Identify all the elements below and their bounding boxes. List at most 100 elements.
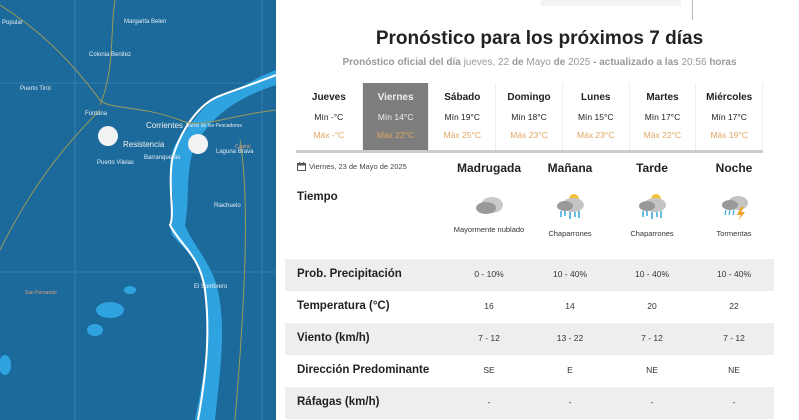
row-value: - (487, 397, 491, 407)
map-label: Laguna Brava (216, 149, 254, 155)
day-max: Máx 22°C (643, 130, 682, 140)
selected-date: Viernes, 23 de Mayo de 2025 (297, 162, 407, 171)
row-value: 22 (729, 301, 739, 311)
period-madrugada: Madrugada (456, 161, 521, 175)
day-tab-1[interactable]: Viernes Mín 14°C Máx 22°C (362, 83, 430, 150)
map-label: Barranqueras (144, 155, 181, 161)
weather-cell: Chaparrones (611, 193, 693, 240)
day-max: Máx -°C (313, 130, 345, 140)
map-label: Margarita Belen (124, 19, 167, 25)
day-max: Máx 22°C (376, 130, 415, 140)
map-label: Popular (2, 20, 23, 26)
period-manana: Mañana (547, 161, 593, 175)
day-tab-2[interactable]: Sábado Mín 19°C Máx 25°C (429, 83, 497, 150)
day-min: Mín 17°C (644, 112, 681, 122)
row-label: Ráfagas (km/h) (297, 396, 380, 408)
table-row: Ráfagas (km/h) - - - - (285, 387, 774, 419)
page-title: Pronóstico para los próximos 7 días (375, 28, 704, 49)
map-label: Fontana (85, 111, 108, 117)
map-label: Puerto Vilelas (97, 160, 134, 166)
weather-desc: Mayormente nublado (453, 225, 525, 234)
day-name: Viernes (377, 92, 414, 103)
cloudy-icon (448, 193, 530, 222)
weather-cell: Mayormente nublado (448, 193, 530, 236)
day-name: Sábado (444, 92, 481, 103)
map[interactable]: Popular Margarita Belen Colonia Benitez … (0, 0, 276, 420)
day-max: Máx 23°C (510, 130, 548, 140)
day-max: Máx 25°C (443, 130, 481, 140)
day-min: Mín 19°C (444, 112, 481, 122)
map-graphics (0, 0, 276, 420)
table-row: Viento (km/h) 7 - 12 13 - 22 7 - 12 7 - 12 (285, 323, 774, 355)
row-value: E (567, 365, 573, 375)
city-marker-corrientes (188, 134, 208, 154)
day-min: Mín -°C (314, 112, 344, 122)
table-row: Dirección Predominante SE E NE NE (285, 355, 774, 387)
weather-desc: Chaparrones (630, 229, 674, 238)
forecast-subtitle: Pronóstico oficial del día jueves, 22 de… (342, 57, 737, 68)
day-min: Mín 17°C (711, 112, 747, 122)
row-label: Temperatura (°C) (297, 300, 390, 312)
day-min: Mín 15°C (577, 112, 614, 122)
day-tab-3[interactable]: Domingo Mín 18°C Máx 23°C (496, 83, 563, 150)
row-value: 7 - 12 (641, 333, 663, 343)
day-tab-5[interactable]: Martes Mín 17°C Máx 22°C (630, 83, 697, 150)
day-max: Máx 19°C (710, 130, 748, 140)
top-input[interactable] (541, 0, 681, 6)
row-value: - (568, 397, 572, 407)
row-value: 14 (565, 301, 575, 311)
row-label: Dirección Predominante (297, 364, 430, 376)
row-value: 7 - 12 (478, 333, 500, 343)
tiempo-label: Tiempo (297, 191, 338, 203)
divider (692, 0, 693, 20)
day-name: Domingo (507, 92, 551, 103)
row-value: 20 (647, 301, 657, 311)
row-value: 0 - 10% (474, 269, 504, 279)
row-value: NE (646, 365, 658, 375)
map-label: Corrientes (146, 121, 183, 130)
row-value: 16 (484, 301, 494, 311)
row-value: - (650, 397, 654, 407)
showers-icon (611, 193, 693, 226)
map-label: Riachuelo (214, 203, 241, 209)
day-tab-6[interactable]: Miércoles Mín 17°C Máx 19°C (696, 83, 764, 150)
row-value: 10 - 40% (552, 269, 588, 279)
map-label: El Sombrero (194, 284, 228, 290)
row-value: - (732, 397, 736, 407)
weather-desc: Chaparrones (548, 229, 592, 238)
row-label: Prob. Precipitación (297, 268, 402, 280)
day-min: Mín 18°C (511, 112, 547, 122)
map-label: Capital (235, 144, 251, 150)
map-label: Barrio de los Pescadores (186, 123, 242, 129)
map-label: Puerto Tirol (20, 86, 51, 92)
weather-cell: Chaparrones (529, 193, 611, 240)
day-tabs: Jueves Mín -°C Máx -°C Viernes Mín 14°C Máx 2… (296, 83, 764, 153)
row-label: Viento (km/h) (297, 332, 370, 344)
day-tab-0[interactable]: Jueves Mín -°C Máx -°C (296, 83, 363, 150)
table-row: Prob. Precipitación 0 - 10% 10 - 40% 10 - 4… (285, 259, 774, 291)
day-tab-4[interactable]: Lunes Mín 15°C Máx 23°C (563, 83, 630, 150)
day-name: Miércoles (706, 92, 753, 103)
day-max: Máx 23°C (577, 130, 615, 140)
period-tarde: Tarde (636, 161, 668, 175)
weather-cell: Tormentas (693, 193, 775, 240)
map-label: Colonia Benitez (89, 52, 132, 58)
city-marker-resistencia (98, 126, 118, 146)
day-name: Lunes (581, 92, 611, 103)
row-value: 10 - 40% (634, 269, 670, 279)
period-noche: Noche (715, 161, 753, 175)
table-row: Temperatura (°C) 16 14 20 22 (285, 291, 774, 323)
row-value: NE (728, 365, 740, 375)
row-value: SE (483, 365, 495, 375)
weather-desc: Tormentas (716, 229, 752, 238)
day-name: Martes (646, 92, 679, 103)
map-label: Resistencia (123, 140, 165, 149)
row-value: 7 - 12 (723, 333, 745, 343)
calendar-icon (297, 162, 306, 171)
row-value: 10 - 40% (716, 269, 752, 279)
row-value: 13 - 22 (556, 333, 584, 343)
showers-icon (529, 193, 611, 226)
day-name: Jueves (311, 92, 346, 103)
storm-icon (693, 193, 775, 226)
day-min: Mín 14°C (377, 112, 414, 122)
